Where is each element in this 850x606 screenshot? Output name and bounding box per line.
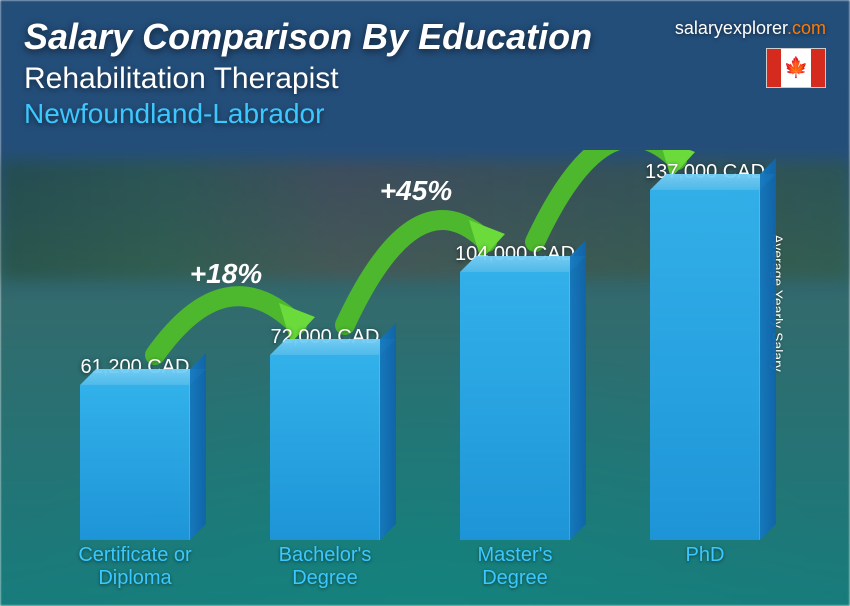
brand-name: salaryexplorer — [675, 18, 787, 38]
bar — [270, 355, 380, 540]
bar — [460, 272, 570, 540]
brand: salaryexplorer.com — [675, 18, 826, 39]
bar-column: 61,200 CADCertificate or Diploma — [45, 356, 225, 540]
bar — [80, 385, 190, 540]
salary-chart: +18%+45%+31% 61,200 CADCertificate or Di… — [40, 150, 800, 590]
bar — [650, 190, 760, 540]
bar-column: 104,000 CADMaster's Degree — [425, 243, 605, 540]
bar-label: Bachelor's Degree — [279, 544, 372, 590]
bar-label: Certificate or Diploma — [78, 544, 191, 590]
bar-label: PhD — [686, 544, 725, 567]
bars-container: 61,200 CADCertificate or Diploma72,000 C… — [40, 150, 800, 540]
flag-canada: 🍁 — [766, 48, 826, 88]
brand-domain: .com — [787, 18, 826, 38]
bar-column: 72,000 CADBachelor's Degree — [235, 326, 415, 540]
job-title: Rehabilitation Therapist — [24, 62, 826, 96]
bar-column: 137,000 CADPhD — [615, 161, 795, 540]
region: Newfoundland-Labrador — [24, 98, 826, 130]
infographic: Salary Comparison By Education Rehabilit… — [0, 0, 850, 606]
maple-leaf-icon: 🍁 — [784, 58, 809, 78]
bar-label: Master's Degree — [478, 544, 553, 590]
